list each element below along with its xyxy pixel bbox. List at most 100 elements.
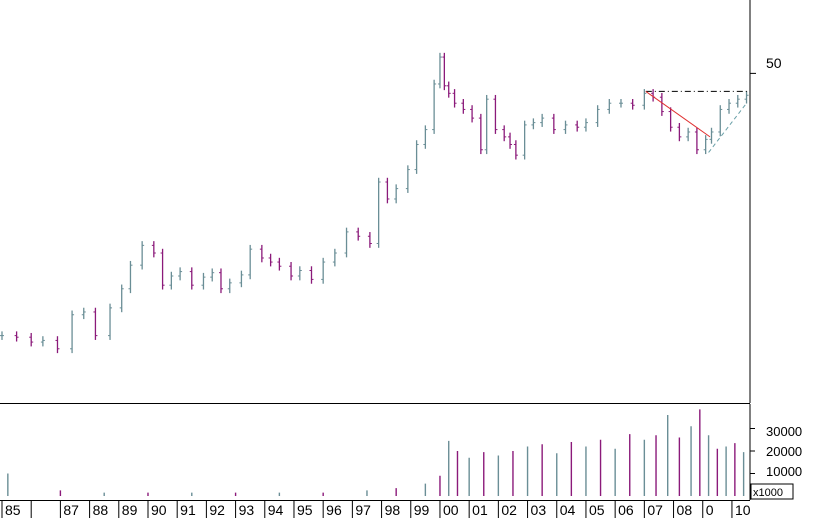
price-bar [140,241,145,270]
price-bar [93,307,98,340]
year-tick-label: 85 [5,502,21,518]
year-tick-label: 87 [63,502,79,518]
price-bar [40,336,45,347]
price-bar [169,271,174,290]
price-bar [14,331,19,342]
price-bar [394,184,399,204]
price-bar [540,113,545,127]
price-bar [423,125,428,149]
price-bar [575,120,580,132]
price-bar [735,94,740,108]
price-bar [151,241,156,258]
volume-multiplier-label: x1000 [753,487,783,499]
price-bar [309,266,314,284]
price-bar [642,89,647,110]
price-bar [502,125,507,142]
price-bar [277,257,282,271]
price-bar [29,332,34,347]
price-bar [442,52,447,91]
price-bar [289,262,294,281]
year-tick-label: 07 [647,502,663,518]
trendline-down-line [645,91,711,138]
price-bar [268,253,273,267]
year-tick-label: 10 [735,502,751,518]
price-bar [385,177,390,204]
year-tick-label: 0 [706,502,714,518]
year-tick-label: 02 [501,502,517,518]
year-tick-label: 03 [531,502,547,518]
price-bar [513,140,518,160]
price-bar [239,270,244,288]
price-bar [493,94,498,134]
year-tick-label: 89 [122,502,138,518]
price-bar [551,113,556,134]
price-bar [0,331,4,340]
price-bar [452,89,457,108]
year-axis: 85 87 88 89 90 91 92 93 94 95 96 97 98 99 00 01 02 03 04 05… [1,500,751,518]
year-tick-label: 90 [151,502,167,518]
price-tick-label: 50 [766,55,782,71]
year-tick-label: 97 [355,502,371,518]
price-bar [189,267,194,290]
price-bar [607,98,612,114]
year-tick-label: 04 [560,502,576,518]
price-bar [321,257,326,284]
price-bar [718,105,723,137]
price-bar [414,140,419,174]
volume-bars [7,409,745,496]
price-bar [432,79,437,134]
price-bars [0,52,749,354]
price-bar [677,123,682,142]
year-tick-label: 99 [414,502,430,518]
price-bar [55,336,60,354]
price-bar [81,307,86,320]
price-bar [508,132,513,149]
price-bar [461,98,466,114]
price-bar [531,118,536,130]
price-bar [744,91,749,104]
price-bar [259,244,264,263]
year-tick-label: 92 [209,502,225,518]
price-bar [470,105,475,123]
trend-annotations [645,90,748,153]
price-bar [709,127,714,144]
price-bar [201,272,206,290]
volume-tick-label: 30000 [766,424,802,439]
price-bar [686,127,691,142]
year-tick-label: 05 [589,502,605,518]
year-tick-label: 88 [93,502,109,518]
price-bar [583,118,588,132]
price-bar [227,278,232,294]
price-bar [344,227,349,258]
year-tick-label: 94 [268,502,284,518]
year-tick-label: 91 [180,502,196,518]
year-tick-label: 93 [239,502,255,518]
price-bar [108,303,113,340]
price-bar [70,310,75,354]
year-tick-label: 96 [326,502,342,518]
price-bar [376,177,381,248]
price-bar [630,98,635,110]
volume-multiplier-box [750,483,794,500]
price-bar [248,244,253,280]
axes: 50 30000 20000 10000 x1000 [0,0,802,501]
price-bar [297,266,302,281]
year-tick-label: 01 [472,502,488,518]
price-bar [218,268,223,294]
year-tick-label: 95 [297,502,313,518]
price-bar [694,127,699,155]
price-bar [522,120,527,160]
year-tick-label: 00 [443,502,459,518]
price-bar [595,105,600,127]
price-bar [727,98,732,114]
volume-tick-label: 20000 [766,444,802,459]
price-bar [367,232,372,248]
year-tick-label: 98 [385,502,401,518]
price-bar [210,268,215,282]
price-bar [437,52,442,89]
price-bar [128,260,133,294]
trendline-up-line [708,102,747,153]
price-bar [563,120,568,134]
